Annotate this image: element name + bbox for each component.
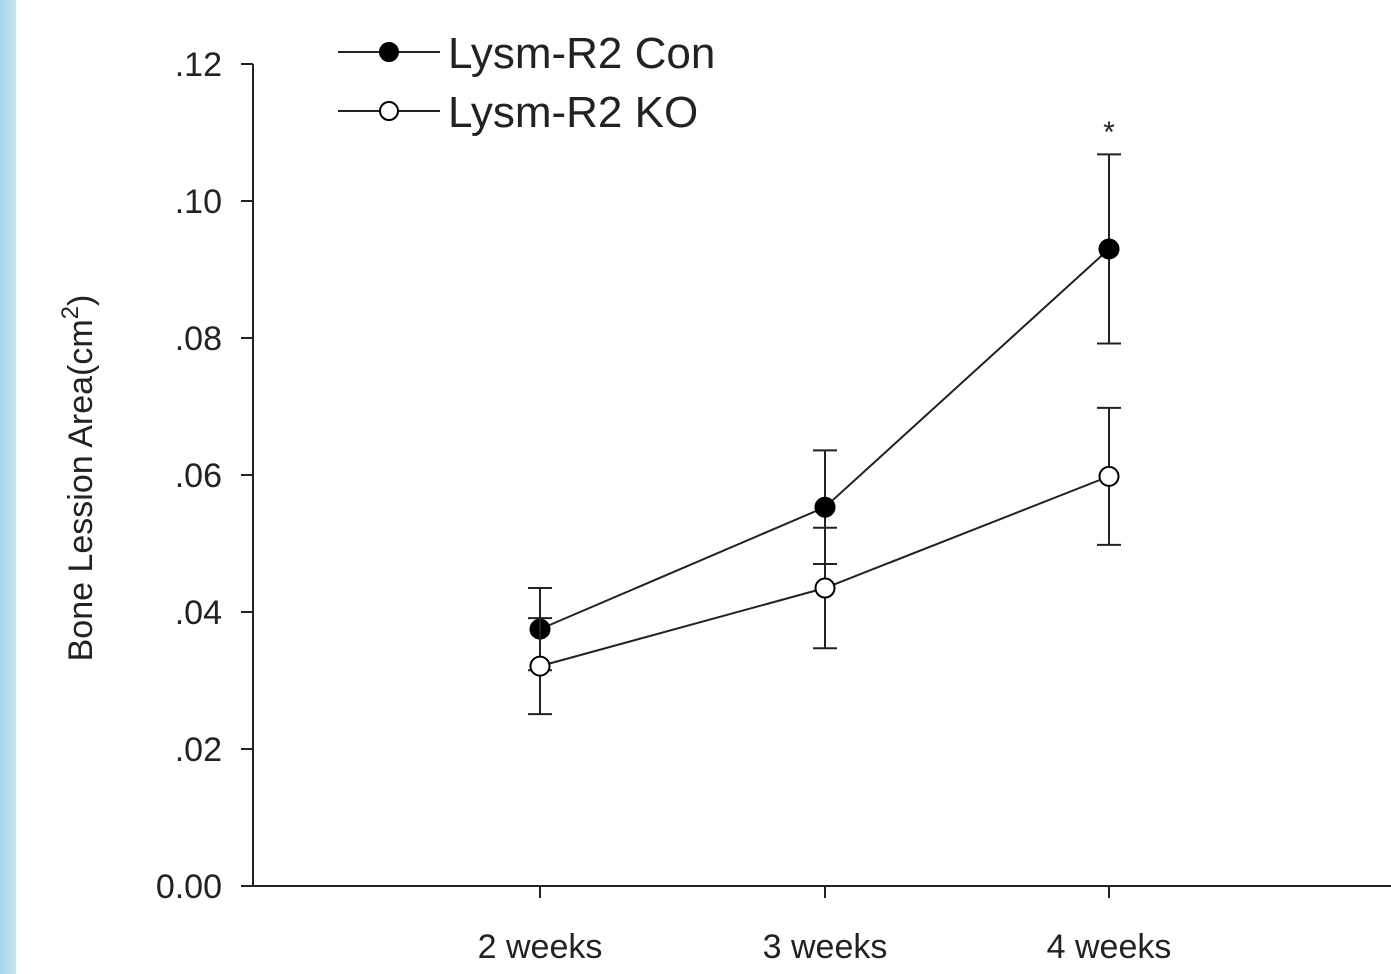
x-tick-label: 2 weeks [478, 928, 603, 966]
decorative-edge-strip [0, 0, 16, 974]
y-axis: 0.00 .02 .04 .06 .08 .10 .12 [156, 46, 254, 906]
significance-asterisk: * [1103, 116, 1115, 149]
x-tick-label: 4 weeks [1047, 928, 1172, 966]
x-tick-label: 3 weeks [763, 928, 888, 966]
y-tick-label: .02 [175, 731, 222, 769]
y-tick-label: .08 [175, 320, 222, 358]
legend-entry-ko: Lysm-R2 KO [338, 88, 698, 137]
data-point [529, 655, 551, 677]
series-ko [528, 406, 1121, 716]
legend-marker-ko [379, 101, 399, 121]
legend-entry-con: Lysm-R2 Con [338, 29, 715, 78]
legend-label-ko: Lysm-R2 KO [448, 88, 698, 137]
y-tick-label: 0.00 [156, 868, 222, 906]
y-axis-title-text: Bone Lession Area(cm [62, 319, 100, 661]
x-axis: 2 weeks 3 weeks 4 weeks [253, 885, 1391, 966]
legend-marker-con [379, 42, 399, 62]
y-tick-label: .06 [175, 457, 222, 495]
data-point [1098, 465, 1120, 487]
y-ticks: 0.00 .02 .04 .06 .08 .10 .12 [156, 46, 253, 906]
y-axis-title: Bone Lession Area(cm2) [57, 295, 100, 662]
y-tick-label: .10 [175, 183, 222, 221]
y-tick-label: .04 [175, 594, 222, 632]
data-point [814, 577, 836, 599]
legend-label-con: Lysm-R2 Con [448, 29, 715, 78]
y-axis-title-close: ) [62, 295, 100, 306]
x-ticks: 2 weeks 3 weeks 4 weeks [478, 886, 1172, 966]
legend: Lysm-R2 Con Lysm-R2 KO [338, 29, 715, 137]
series-layer [528, 153, 1121, 716]
y-tick-label: .12 [175, 46, 222, 84]
series-con [528, 153, 1121, 672]
annotation-layer: * [1103, 116, 1115, 149]
data-point [814, 496, 836, 518]
y-axis-title-superscript: 2 [57, 306, 84, 319]
data-point [1098, 238, 1120, 260]
